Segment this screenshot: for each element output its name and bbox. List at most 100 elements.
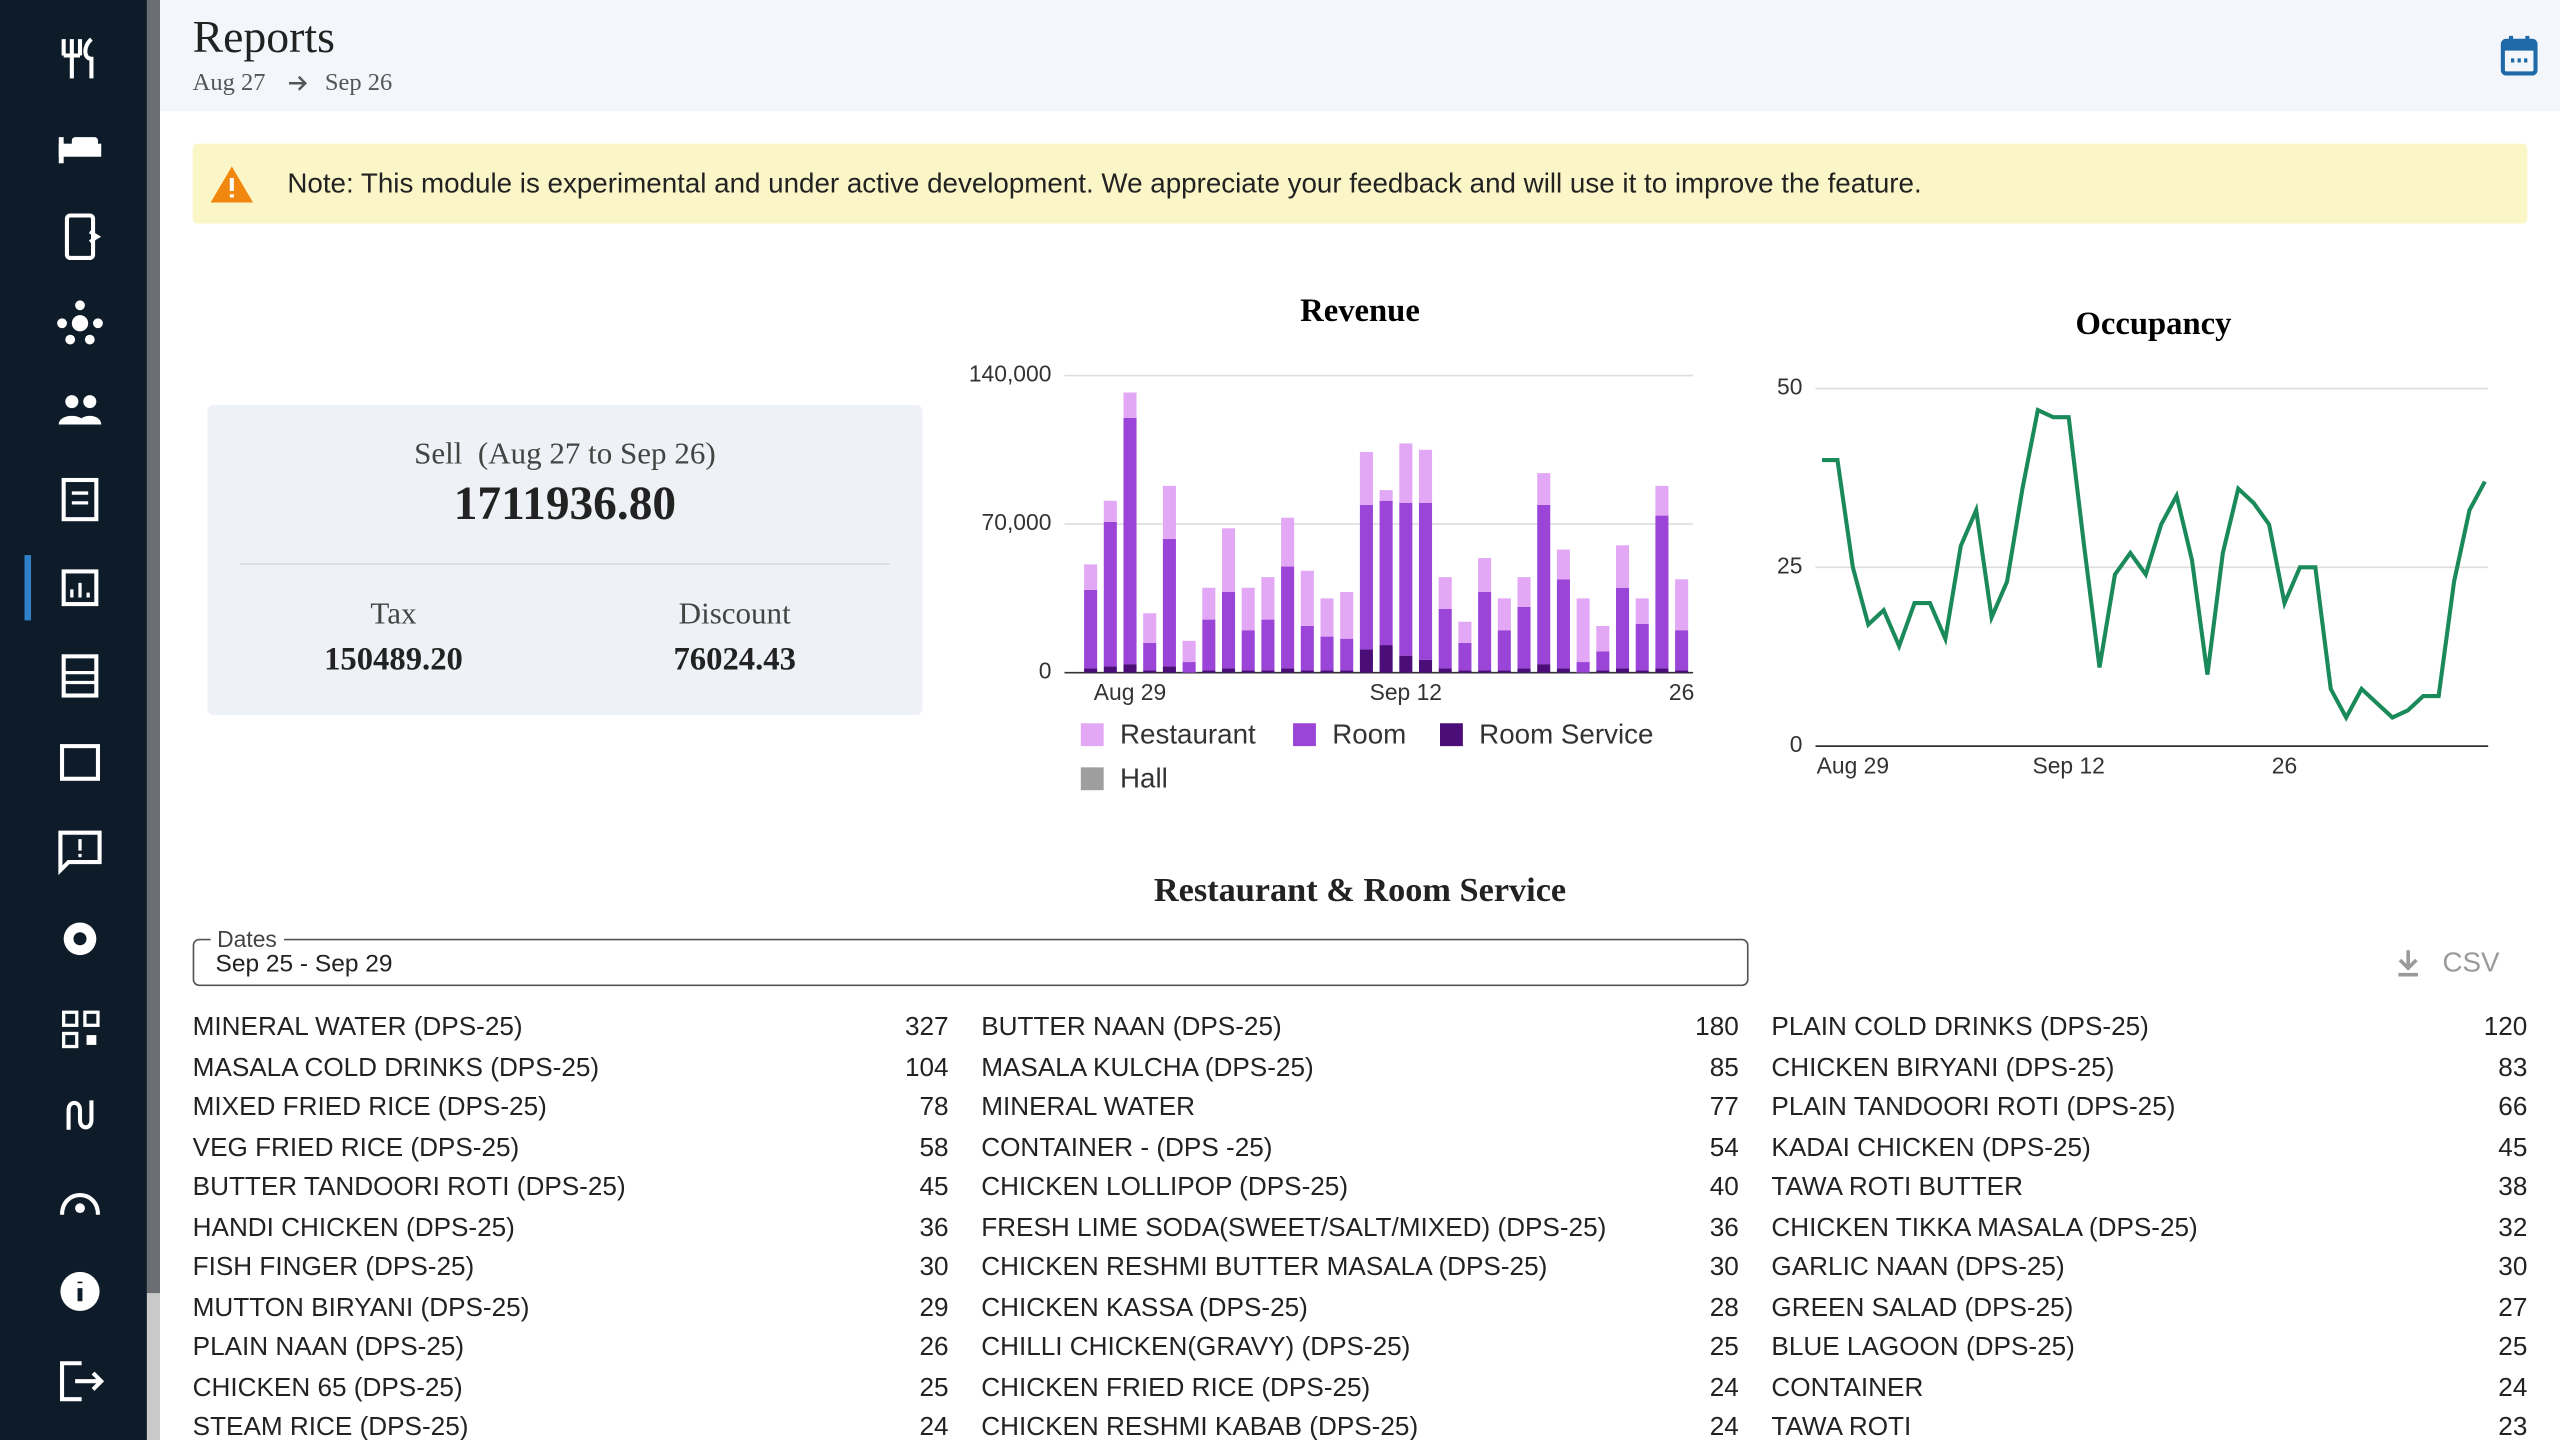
bar-segment: [1241, 587, 1255, 631]
date-to: Sep 26: [324, 70, 393, 97]
item-name: BUTTER NAAN (DPS-25): [981, 1013, 1282, 1042]
nav-feedback[interactable]: [58, 830, 102, 876]
bar-segment: [1379, 500, 1393, 646]
bar-segment: [1123, 392, 1137, 418]
item-name: MIXED FRIED RICE (DPS-25): [192, 1093, 547, 1122]
item-name: VEG FRIED RICE (DPS-25): [192, 1133, 520, 1162]
item-name: MUTTON BIRYANI (DPS-25): [192, 1293, 530, 1322]
bar-segment: [1340, 670, 1354, 673]
nav-settings[interactable]: [63, 922, 97, 956]
legend-label: Room: [1332, 719, 1406, 750]
nav-network[interactable]: [57, 300, 103, 345]
filter-value: Sep 25 - Sep 29: [215, 950, 393, 978]
legend-swatch: [1080, 723, 1104, 747]
item-quantity: 58: [919, 1133, 949, 1162]
bar-segment: [1143, 613, 1157, 643]
nav-layout[interactable]: [61, 654, 99, 698]
nav-media[interactable]: [59, 744, 100, 781]
nav-logout[interactable]: [59, 1361, 105, 1402]
bar-segment: [1458, 642, 1472, 671]
bar-segment: [1596, 670, 1610, 673]
bar-segment: [1281, 517, 1295, 567]
nav-users[interactable]: [58, 395, 102, 425]
charts: Revenue 0 70,000 140,000 Aug 29 Sep 12 26 Resta…: [969, 293, 2489, 794]
nav-qr[interactable]: [62, 1010, 100, 1049]
item-quantity: 30: [2498, 1253, 2528, 1282]
bar-segment: [1340, 638, 1354, 671]
top-bar: [160, 0, 2560, 112]
bar-segment: [1359, 504, 1373, 650]
bar-segment: [1596, 651, 1610, 671]
bar-segment: [1340, 592, 1354, 639]
bar-segment: [1655, 515, 1669, 669]
legend-swatch: [1440, 723, 1463, 747]
bar-segment: [1241, 670, 1255, 673]
item-name: CHICKEN 65 (DPS-25): [192, 1373, 463, 1402]
item-quantity: 120: [2483, 1013, 2528, 1042]
nav-flow[interactable]: [66, 1100, 94, 1130]
nav-billing[interactable]: [61, 477, 99, 522]
warning-icon: [210, 166, 254, 203]
date-filter[interactable]: Dates Sep 25 - Sep 29: [192, 925, 1749, 987]
bar-segment: [1162, 538, 1176, 667]
chart-title: Revenue: [1300, 293, 1420, 329]
bar-segment: [1103, 521, 1117, 667]
nav-restaurant[interactable]: [61, 37, 94, 79]
bar-segment: [1438, 577, 1452, 609]
nav-support[interactable]: [59, 1193, 100, 1215]
item-quantity: 104: [904, 1053, 949, 1082]
csv-button[interactable]: CSV: [2442, 946, 2500, 978]
item-quantity: 36: [919, 1213, 949, 1242]
bar-segment: [1399, 655, 1413, 673]
discount-label: Discount: [678, 597, 791, 632]
bar-segment: [1202, 587, 1216, 620]
item-quantity: 36: [1709, 1213, 1739, 1242]
bar-segment: [1261, 670, 1275, 673]
legend-swatch: [1293, 723, 1316, 747]
download-icon: [2398, 950, 2418, 977]
y-tick-label: 25: [1777, 552, 1802, 578]
bar-segment: [1497, 630, 1511, 671]
nav-rooms[interactable]: [58, 137, 102, 164]
bar-segment: [1615, 587, 1630, 669]
bar-segment: [1300, 625, 1314, 671]
item-quantity: 85: [1709, 1053, 1739, 1082]
bar-segment: [1300, 570, 1314, 626]
bar-segment: [1359, 451, 1373, 505]
legend-label: Hall: [1120, 763, 1168, 794]
divider: [239, 563, 890, 565]
bar-segment: [1497, 598, 1511, 631]
item-quantity: 29: [919, 1293, 949, 1322]
item-quantity: 66: [2498, 1093, 2528, 1122]
item-name: CHICKEN FRIED RICE (DPS-25): [981, 1373, 1371, 1402]
bar-segment: [1399, 502, 1413, 656]
nav-info[interactable]: [60, 1271, 100, 1312]
bar-segment: [1537, 473, 1551, 505]
calendar-button[interactable]: [2500, 34, 2539, 76]
item-quantity: 32: [2498, 1213, 2528, 1242]
nav-orders[interactable]: [64, 213, 102, 260]
item-name: MINERAL WATER (DPS-25): [192, 1013, 523, 1042]
nav-reports[interactable]: [61, 569, 99, 607]
bar-segment: [1478, 592, 1492, 671]
item-name: KADAI CHICKEN (DPS-25): [1771, 1133, 2091, 1162]
bar-segment: [1556, 549, 1570, 580]
x-tick-label: Aug 29: [1817, 752, 1889, 778]
sell-value: 1711936.80: [453, 478, 677, 531]
item-quantity: 23: [2498, 1413, 2528, 1440]
bar-segment: [1359, 649, 1373, 673]
bar-segment: [1458, 621, 1472, 643]
item-name: HANDI CHICKEN (DPS-25): [192, 1213, 515, 1242]
bar-segment: [1655, 485, 1669, 516]
bar-segment: [1084, 564, 1098, 590]
bar-segment: [1221, 668, 1236, 673]
bar-segment: [1182, 640, 1196, 663]
item-name: BLUE LAGOON (DPS-25): [1771, 1333, 2075, 1362]
x-tick-label: Sep 12: [1370, 679, 1442, 705]
y-tick-label: 0: [1039, 658, 1052, 684]
bar-segment: [1281, 566, 1295, 669]
bar-segment: [1084, 589, 1098, 669]
bar-segment: [1615, 668, 1630, 673]
bar-segment: [1418, 502, 1433, 660]
item-name: FISH FINGER (DPS-25): [192, 1253, 475, 1282]
